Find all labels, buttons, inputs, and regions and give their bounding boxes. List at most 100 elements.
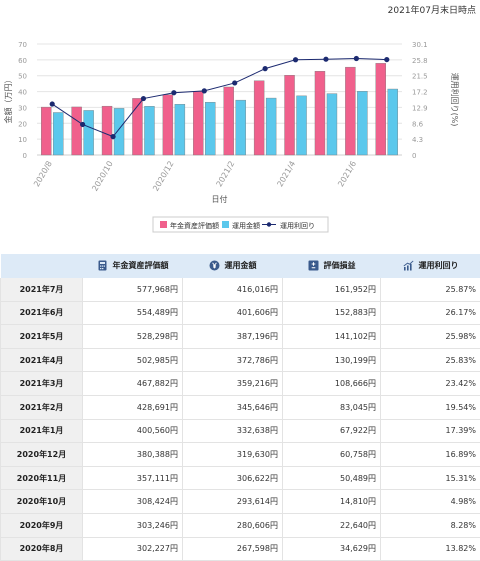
yield-point [232, 80, 237, 85]
gain-cell: 141,102円 [283, 325, 381, 349]
legend: 年金資産評価額運用金額運用利回り [153, 217, 328, 232]
month-cell: 2021年7月 [1, 278, 83, 301]
x-tick-label: 2020/8 [32, 160, 54, 189]
asset-cell: 428,691円 [83, 395, 183, 419]
bar [144, 106, 154, 155]
yield-cell: 26.17% [381, 301, 480, 325]
month-header [1, 254, 83, 278]
bar [114, 108, 124, 155]
month-cell: 2021年5月 [1, 325, 83, 349]
bar [163, 95, 173, 155]
bar [345, 67, 355, 155]
asset-cell: 303,246円 [83, 513, 183, 537]
legend-label: 運用利回り [280, 221, 315, 230]
invest-cell: 293,614円 [183, 490, 283, 514]
gain-header-label: 評価損益 [324, 260, 356, 271]
gain-cell: 83,045円 [283, 395, 381, 419]
calculator-icon [97, 260, 108, 271]
y2-tick-label: 4.3 [412, 136, 423, 144]
yield-cell: 25.98% [381, 325, 480, 349]
as-of-date: 2021年07月末日時点 [0, 3, 476, 16]
yield-cell: 13.82% [381, 537, 480, 561]
yield-cell: 19.54% [381, 395, 480, 419]
yield-point [263, 66, 268, 71]
invest-cell: 401,606円 [183, 301, 283, 325]
y-tick-label: 30 [18, 104, 27, 112]
asset-cell: 554,489円 [83, 301, 183, 325]
invest-cell: 372,786円 [183, 348, 283, 372]
month-cell: 2021年2月 [1, 395, 83, 419]
bar [205, 102, 215, 155]
invest-cell: 345,646円 [183, 395, 283, 419]
bar [236, 100, 246, 155]
month-cell: 2021年1月 [1, 419, 83, 443]
pension-chart: 01020304050607004.38.612.917.221.525.830… [0, 30, 480, 250]
y-tick-label: 0 [23, 152, 27, 160]
legend-swatch-asset [160, 221, 167, 228]
bar [266, 98, 276, 155]
asset-cell: 357,111円 [83, 466, 183, 490]
x-tick-label: 2020/12 [151, 160, 175, 193]
yield-cell: 25.87% [381, 278, 480, 301]
invest-cell: 267,598円 [183, 537, 283, 561]
yield-cell: 25.83% [381, 348, 480, 372]
month-cell: 2021年3月 [1, 372, 83, 396]
y-tick-label: 40 [18, 89, 27, 97]
yield-cell: 4.98% [381, 490, 480, 514]
yen-coin-icon [209, 260, 220, 271]
yield-cell: 8.28% [381, 513, 480, 537]
month-cell: 2020年8月 [1, 537, 83, 561]
plus-minus-icon [308, 260, 319, 271]
bar [132, 98, 142, 155]
legend-swatch-invest [222, 221, 229, 228]
y-tick-label: 70 [18, 41, 27, 49]
gain-cell: 14,810円 [283, 490, 381, 514]
asset-cell: 528,298円 [83, 325, 183, 349]
y2-tick-label: 30.1 [412, 41, 428, 49]
yield-cell: 15.31% [381, 466, 480, 490]
bar [327, 94, 337, 155]
x-tick-label: 2021/6 [336, 160, 358, 189]
month-cell: 2021年6月 [1, 301, 83, 325]
invest-cell: 319,630円 [183, 443, 283, 467]
yield-header: 運用利回り [381, 254, 480, 278]
y2-tick-label: 21.5 [412, 73, 428, 81]
yield-point [110, 134, 115, 139]
yield-point [141, 96, 146, 101]
bar [357, 91, 367, 155]
bar [84, 110, 94, 155]
legend-label: 運用金額 [232, 221, 260, 230]
yield-point [323, 57, 328, 62]
yield-cell: 17.39% [381, 419, 480, 443]
yield-point [354, 56, 359, 61]
asset-cell: 302,227円 [83, 537, 183, 561]
y-tick-label: 20 [18, 120, 27, 128]
bar [193, 91, 203, 155]
gain-cell: 130,199円 [283, 348, 381, 372]
month-cell: 2020年10月 [1, 490, 83, 514]
invest-cell: 306,622円 [183, 466, 283, 490]
gain-header: 評価損益 [283, 254, 381, 278]
y2-tick-label: 8.6 [412, 120, 424, 128]
invest-header: 運用金額 [183, 254, 283, 278]
asset-cell: 502,985円 [83, 348, 183, 372]
y2-axis-title: 運用利回り(%) [450, 73, 460, 127]
invest-cell: 332,638円 [183, 419, 283, 443]
legend-marker-yield [267, 222, 271, 226]
y2-tick-label: 17.2 [412, 89, 428, 97]
bar [315, 71, 325, 155]
asset-cell: 577,968円 [83, 278, 183, 301]
bar [224, 87, 234, 155]
asset-cell: 400,560円 [83, 419, 183, 443]
invest-cell: 416,016円 [183, 278, 283, 301]
